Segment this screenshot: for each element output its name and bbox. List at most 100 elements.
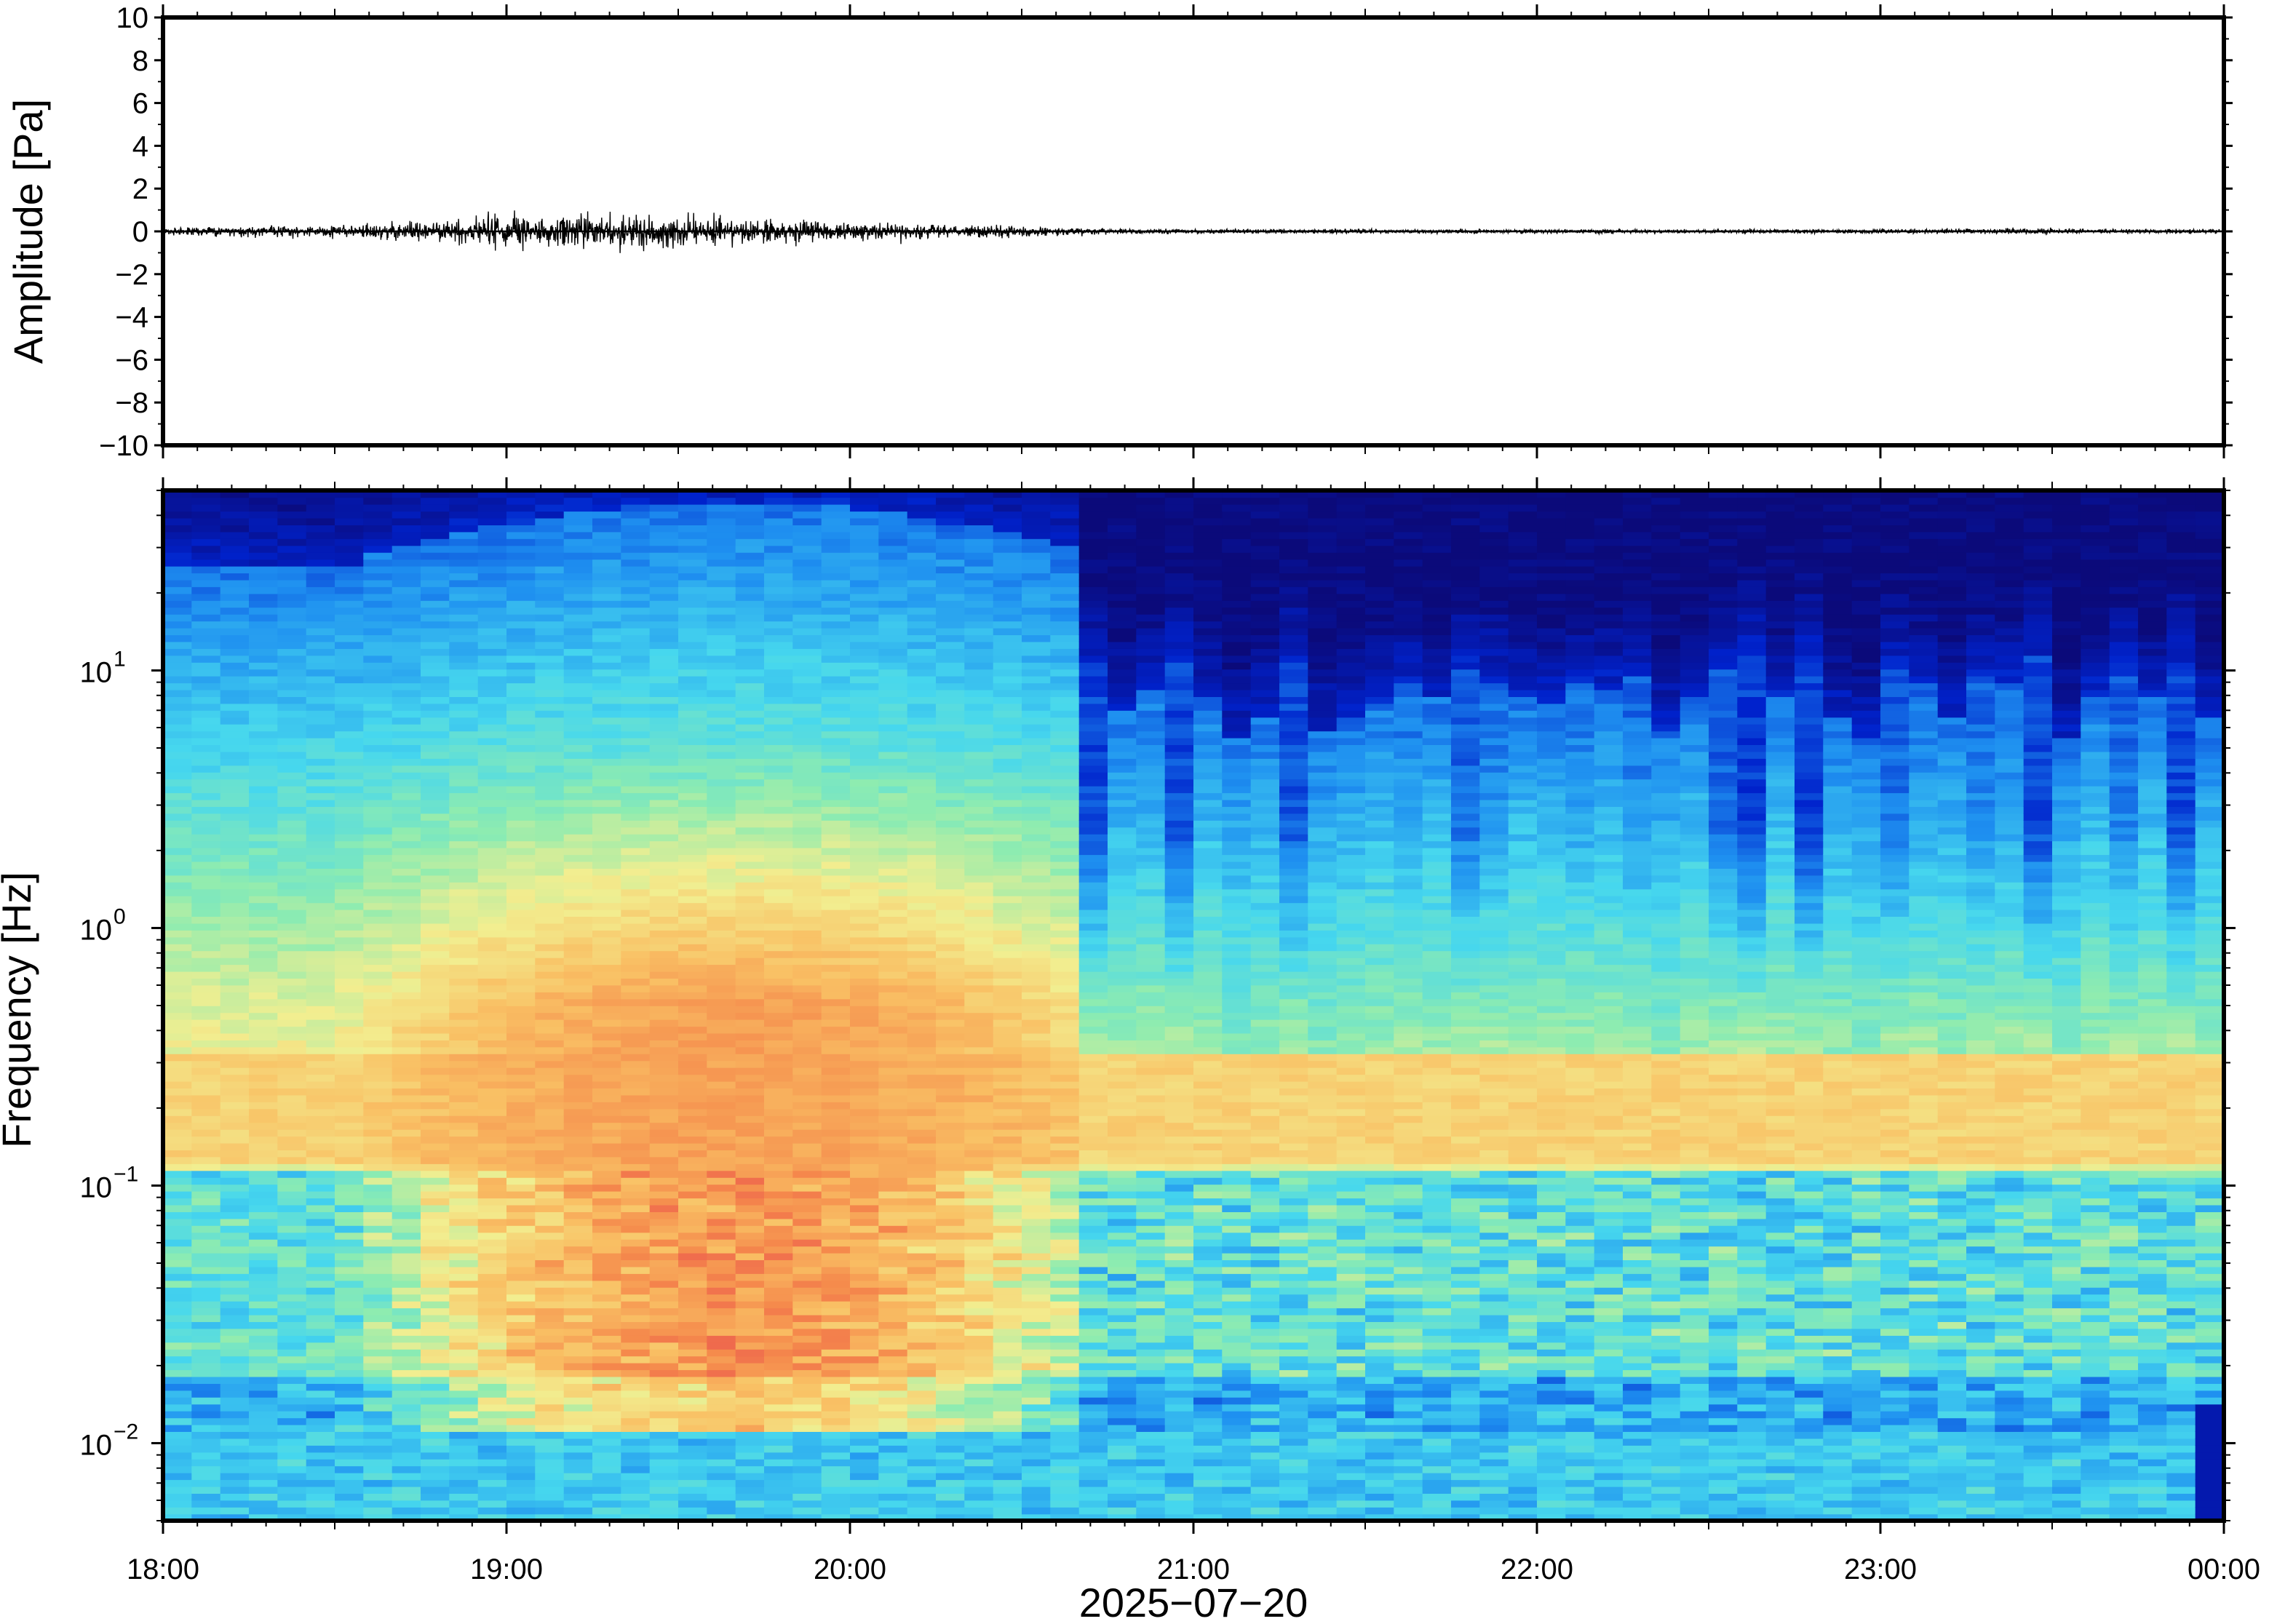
spectrogram-cell: [535, 799, 565, 807]
spectrogram-cell: [1022, 1259, 1052, 1267]
spectrogram-cell: [993, 882, 1022, 890]
spectrogram-cell: [764, 600, 794, 608]
spectrogram-cell: [449, 545, 479, 553]
spectrogram-cell: [477, 675, 507, 684]
spectrogram-cell: [1050, 1108, 1080, 1116]
spectrogram-cell: [563, 950, 593, 958]
spectrogram-cell: [764, 1369, 794, 1377]
spectrogram-cell: [477, 579, 507, 587]
spectrogram-cell: [277, 1342, 307, 1350]
spectrogram-cell: [449, 1074, 479, 1082]
spectrogram-cell: [993, 682, 1022, 690]
spectrogram-cell: [936, 840, 966, 848]
spectrogram-cell: [764, 992, 794, 1000]
spectrogram-cell: [421, 1369, 450, 1377]
spectrogram-cell: [764, 1431, 794, 1439]
spectrogram-cell: [764, 950, 794, 958]
spectrogram-cell: [163, 1465, 193, 1473]
spectrogram-cell: [191, 689, 221, 697]
spectrogram-cell: [936, 1321, 966, 1329]
spectrogram-cell: [707, 1046, 736, 1054]
spectrogram-cell: [649, 765, 679, 773]
spectrogram-cell: [191, 1356, 221, 1364]
spectrogram-cell: [907, 847, 937, 856]
spectrogram-cell: [678, 1184, 708, 1192]
spectrogram-cell: [592, 1129, 622, 1137]
spectrogram-cell: [792, 1019, 822, 1027]
spectrogram-cell: [678, 1376, 708, 1384]
spectrogram-cell: [792, 944, 822, 952]
spectrogram-cell: [449, 1369, 479, 1377]
spectrogram-cell: [993, 1246, 1022, 1254]
spectrogram-cell: [563, 525, 593, 533]
spectrogram-cell: [907, 703, 937, 711]
spectrogram-cell: [1022, 882, 1052, 890]
spectrogram-cell: [735, 682, 765, 690]
spectrogram-cell: [249, 559, 279, 567]
waveform-y-tick-label: −8: [115, 387, 148, 419]
spectrogram-cell: [821, 1088, 851, 1096]
spectrogram-cell: [678, 1163, 708, 1171]
spectrogram-cell: [363, 1513, 393, 1521]
spectrogram-cell: [1022, 565, 1052, 573]
waveform-y-tick-label: −6: [115, 344, 148, 376]
spectrogram-cell: [592, 1349, 622, 1357]
spectrogram-cell: [678, 1273, 708, 1281]
spectrogram-cell: [191, 950, 221, 958]
spectrogram-cell: [792, 1390, 822, 1398]
spectrogram-cell: [1022, 1184, 1052, 1192]
spectrogram-cell: [506, 655, 536, 663]
spectrogram-cell: [993, 1184, 1022, 1192]
spectrogram-cell: [506, 978, 536, 986]
spectrogram-cell: [392, 902, 421, 910]
spectrogram-cell: [306, 1067, 335, 1075]
spectrogram-cell: [878, 1479, 908, 1487]
spectrogram-cell: [220, 1122, 250, 1130]
spectrogram-cell: [649, 744, 679, 752]
spectrogram-cell: [735, 1046, 765, 1054]
spectrogram-cell: [1022, 1335, 1052, 1343]
spectrogram-cell: [993, 1102, 1022, 1110]
spectrogram-cell: [249, 1390, 279, 1398]
spectrogram-cell: [506, 1404, 536, 1412]
spectrogram-cell: [707, 882, 736, 890]
spectrogram-cell: [506, 1472, 536, 1481]
spectrogram-cell: [907, 1088, 937, 1096]
spectrogram-cell: [649, 1032, 679, 1040]
spectrogram-cell: [764, 1170, 794, 1178]
spectrogram-cell: [592, 1142, 622, 1150]
spectrogram-cell: [191, 1177, 221, 1185]
spectrogram-cell: [392, 1452, 421, 1460]
spectrogram-cell: [993, 813, 1022, 821]
spectrogram-cell: [907, 1300, 937, 1309]
spectrogram-cell: [936, 779, 966, 787]
spectrogram-cell: [363, 503, 393, 512]
spectrogram-cell: [363, 1417, 393, 1425]
spectrogram-cell: [506, 772, 536, 780]
spectrogram-cell: [792, 1067, 822, 1075]
spectrogram-cell: [277, 586, 307, 594]
spectrogram-cell: [335, 957, 365, 966]
spectrogram-cell: [907, 1108, 937, 1116]
spectrogram-cell: [792, 641, 822, 649]
spectrogram-cell: [363, 531, 393, 539]
spectrogram-cell: [163, 1019, 193, 1027]
spectrogram-cell: [907, 634, 937, 642]
spectrogram-cell: [477, 1397, 507, 1405]
spectrogram-cell: [878, 1472, 908, 1481]
spectrogram-cell: [649, 731, 679, 739]
spectrogram-cell: [707, 731, 736, 739]
spectrogram-cell: [335, 682, 365, 690]
spectrogram-cell: [993, 1459, 1022, 1467]
spectrogram-cell: [993, 525, 1022, 533]
spectrogram-cell: [649, 1115, 679, 1123]
spectrogram-cell: [563, 689, 593, 697]
spectrogram-cell: [249, 1259, 279, 1267]
spectrogram-cell: [735, 1445, 765, 1453]
spectrogram-cell: [735, 834, 765, 842]
spectrogram-cell: [249, 1150, 279, 1158]
spectrogram-cell: [249, 1349, 279, 1357]
spectrogram-cell: [563, 641, 593, 649]
spectrogram-cell: [163, 1486, 193, 1494]
spectrogram-cell: [735, 792, 765, 800]
